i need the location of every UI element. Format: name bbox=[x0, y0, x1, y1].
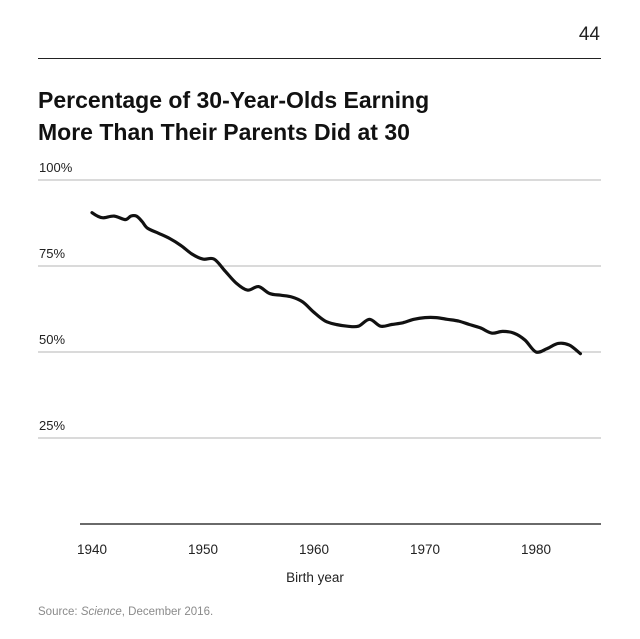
y-tick-label: 50% bbox=[39, 332, 65, 347]
series-line bbox=[90, 211, 582, 356]
y-tick-label: 25% bbox=[39, 418, 65, 433]
source-prefix: Source: bbox=[38, 606, 81, 618]
series-layer bbox=[90, 211, 582, 356]
x-axis-label: Birth year bbox=[286, 570, 344, 585]
chart-title: Percentage of 30-Year-Olds Earning More … bbox=[38, 84, 558, 148]
gridlines bbox=[38, 179, 601, 439]
x-tick-label: 1940 bbox=[77, 542, 107, 557]
source-note: Source: Science, December 2016. bbox=[38, 606, 213, 618]
x-axis-tick-labels: 1940 1950 1960 1970 1980 bbox=[77, 542, 551, 557]
y-tick-label: 75% bbox=[39, 246, 65, 261]
page-number: 44 bbox=[578, 24, 600, 45]
x-tick-label: 1970 bbox=[410, 542, 440, 557]
x-tick-label: 1980 bbox=[521, 542, 551, 557]
chart-title-line-2: More Than Their Parents Did at 30 bbox=[38, 119, 410, 145]
x-tick-label: 1960 bbox=[299, 542, 329, 557]
x-tick-label: 1950 bbox=[188, 542, 218, 557]
top-divider bbox=[38, 58, 601, 59]
y-axis-tick-labels: 25% 50% 75% 100% bbox=[39, 160, 73, 433]
chart-title-line-1: Percentage of 30-Year-Olds Earning bbox=[38, 87, 430, 113]
source-suffix: , December 2016. bbox=[121, 606, 214, 618]
y-tick-label: 100% bbox=[39, 160, 73, 175]
source-publication: Science bbox=[80, 606, 122, 618]
